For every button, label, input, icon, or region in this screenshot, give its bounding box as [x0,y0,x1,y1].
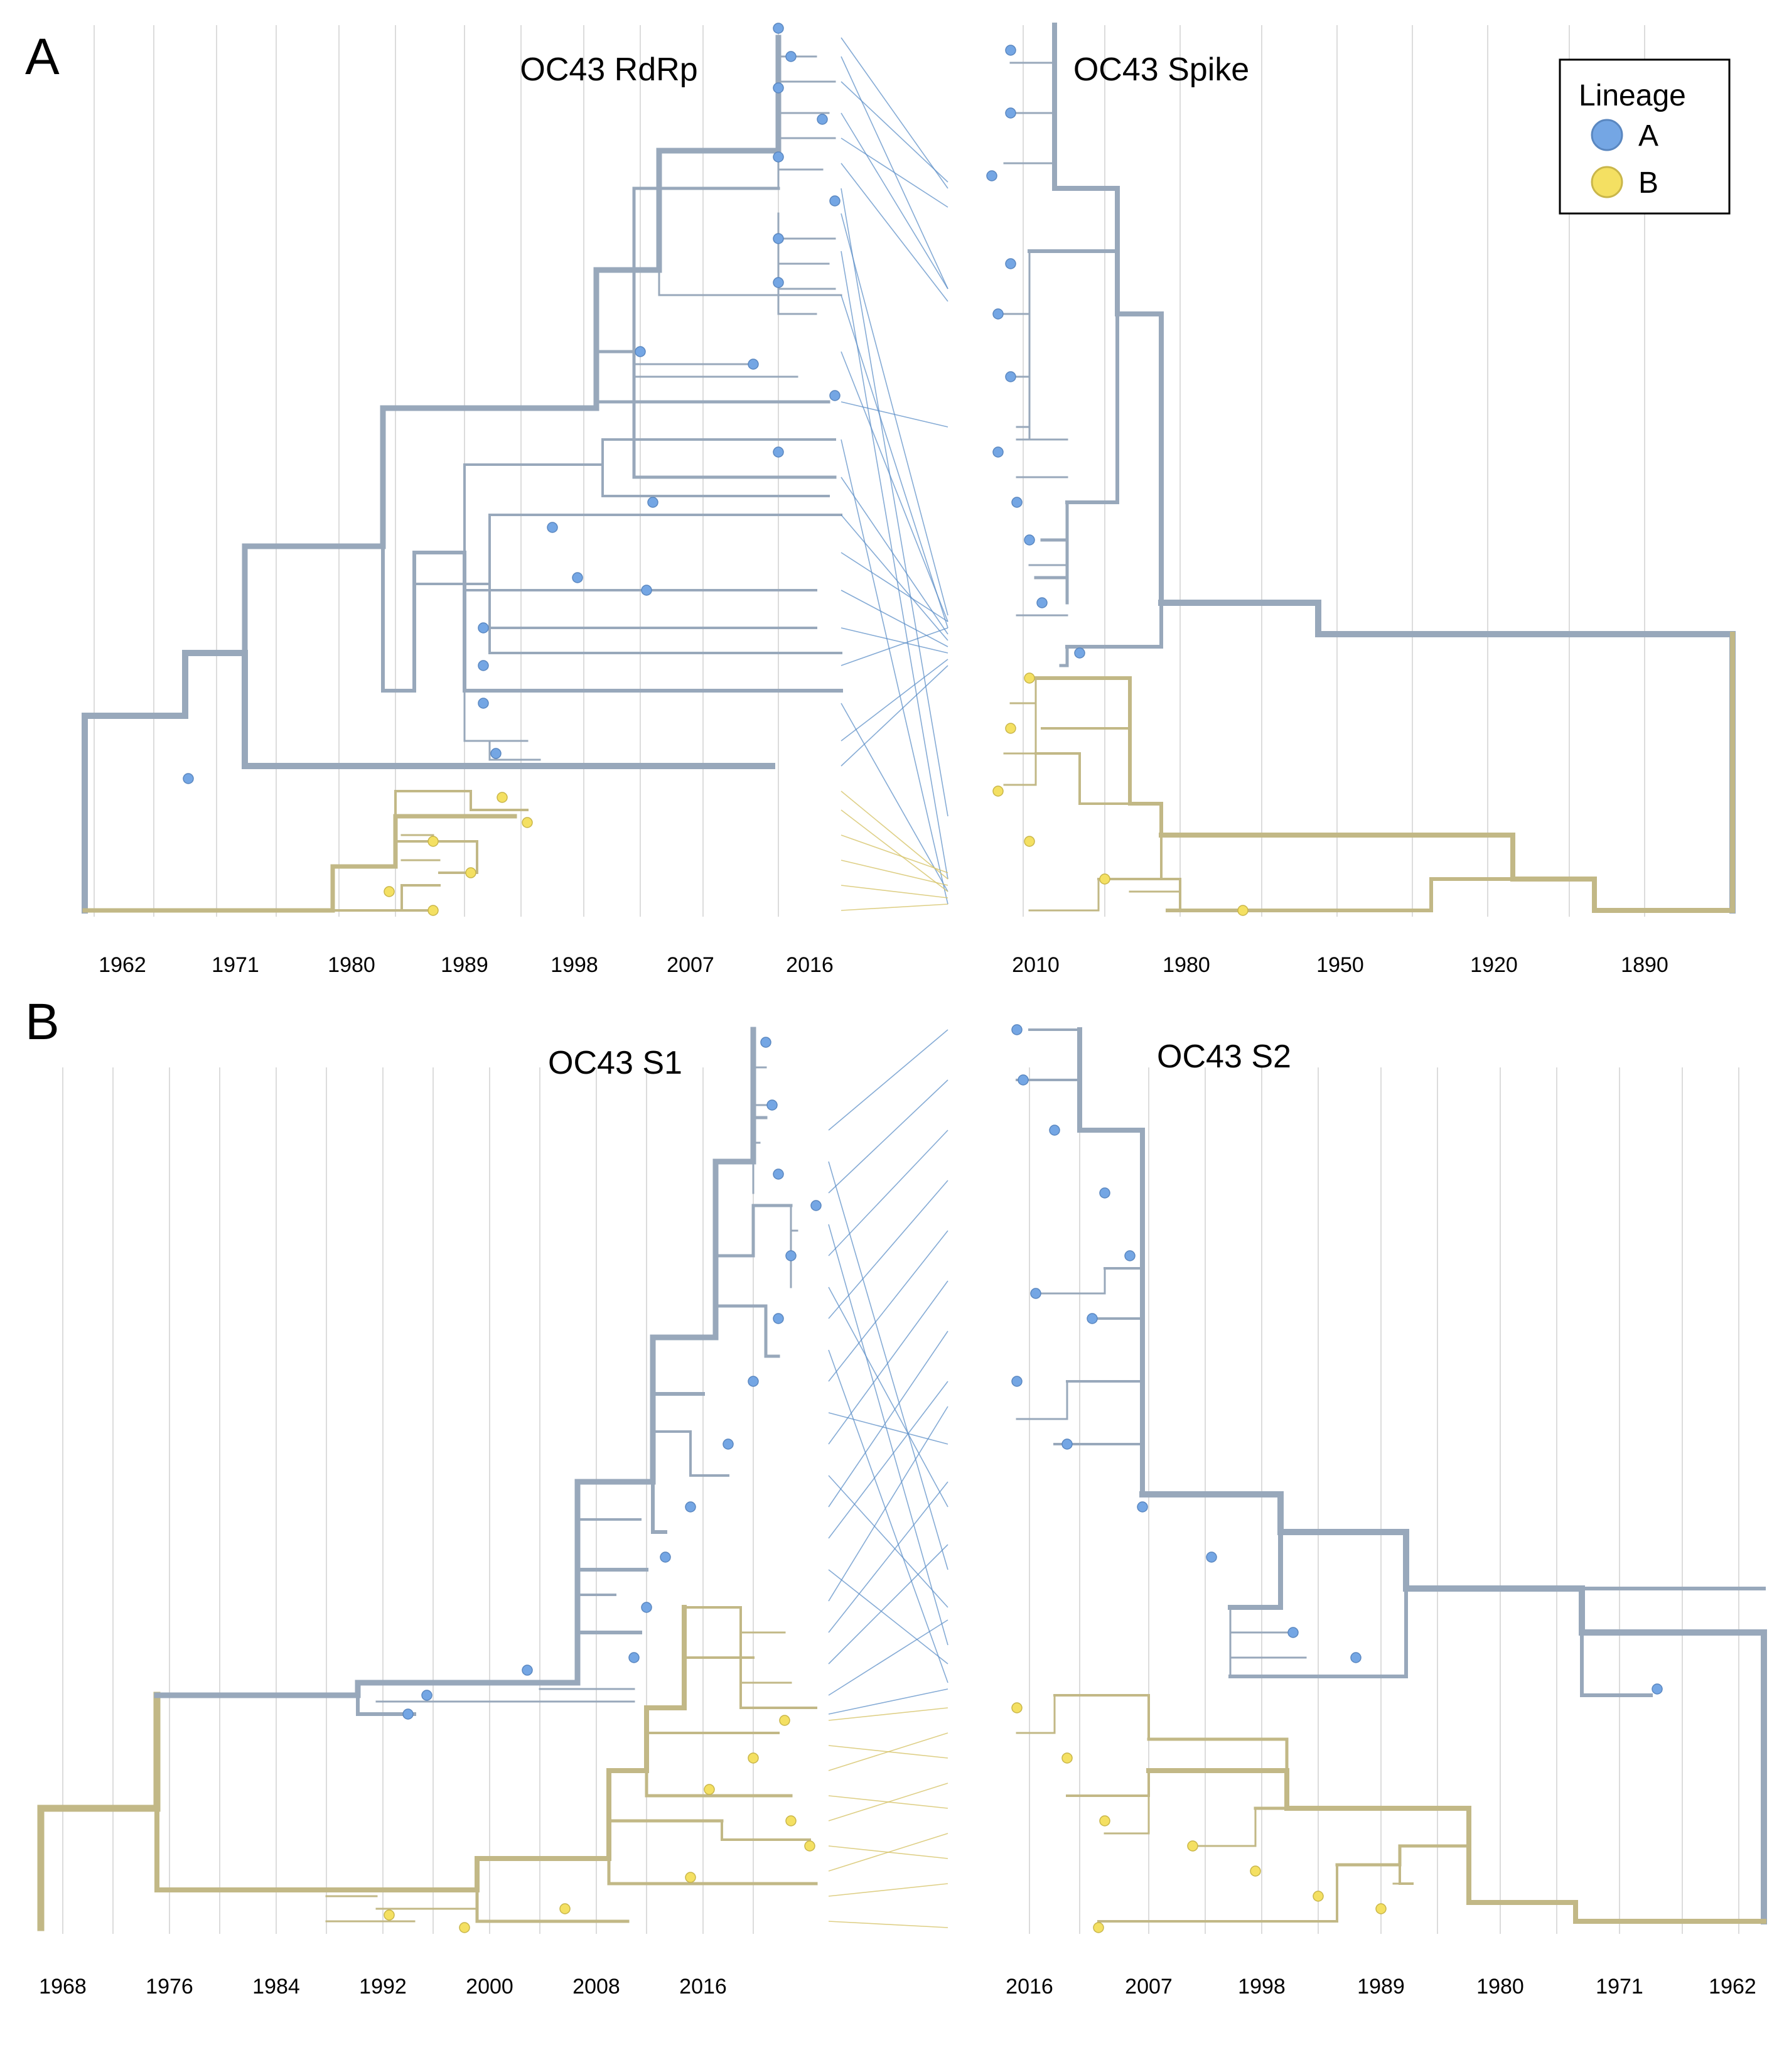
legend-label-a: A [1638,119,1658,153]
tick-label: 1984 [252,1975,300,1999]
tick-label: 1971 [212,953,259,977]
tick-label: 1980 [1163,953,1210,977]
tick-label: 2016 [1006,1975,1053,1999]
legend-box [1559,58,1731,215]
tick-label: 1890 [1621,953,1668,977]
panel-a-right-tree-b [1003,632,1735,913]
panel-b-right-axis: 2016 2007 1998 1989 1980 1971 1962 [1006,1975,1756,1999]
tick-label: 1920 [1470,953,1518,977]
tick-label: 1980 [328,953,375,977]
panel-b-left-tree [37,1027,818,1931]
panel-a: A OC43 RdRp OC43 Spike [25,23,1736,977]
panel-b: B OC43 S1 OC43 S2 [25,993,1767,1999]
tick-label: 2007 [1125,1975,1173,1999]
tick-label: 2007 [667,953,714,977]
panel-a-right-title: OC43 Spike [1073,51,1249,88]
panel-b-left-axis: 1968 1976 1984 1992 2000 2008 2016 [39,1975,727,1999]
lineage-legend: Lineage A B [1559,58,1731,215]
panel-a-left-tree [82,35,843,914]
tick-label: 1962 [99,953,146,977]
legend-swatch-b [1591,166,1623,198]
tick-label: 2008 [572,1975,620,1999]
panel-a-tips [183,23,1249,916]
tick-label: 1976 [146,1975,193,1999]
legend-label-b: B [1638,166,1658,200]
tick-label: 1968 [39,1975,87,1999]
panel-b-right-title: OC43 S2 [1157,1039,1291,1075]
tick-label: 1998 [1238,1975,1286,1999]
tick-label: 1992 [359,1975,407,1999]
panel-b-gridlines [62,1067,1739,1934]
tick-label: 2016 [679,1975,727,1999]
panel-a-tangle-lines [841,37,948,911]
legend-title: Lineage [1579,79,1686,112]
panel-b-tips [384,1024,1663,1933]
tick-label: 1998 [551,953,598,977]
tick-label: 1962 [1709,1975,1756,1999]
panel-b-letter: B [25,993,60,1050]
panel-a-right-axis: 2010 1980 1950 1920 1890 [1012,953,1668,977]
panel-a-left-tree-b [82,790,529,913]
tick-label: 2000 [466,1975,513,1999]
tick-label: 1980 [1476,1975,1524,1999]
tick-label: 2016 [786,953,834,977]
legend-swatch-a [1591,119,1623,151]
tick-label: 1950 [1316,953,1364,977]
tick-label: 1971 [1596,1975,1643,1999]
panel-b-right-tree [1016,1027,1767,1924]
panel-a-left-axis: 1962 1971 1980 1989 1998 2007 2016 [99,953,834,977]
tick-label: 1989 [1357,1975,1405,1999]
panel-b-tangle-lines [828,1029,948,1928]
panel-b-left-title: OC43 S1 [548,1045,682,1081]
tick-label: 1989 [441,953,488,977]
panel-a-letter: A [25,28,60,85]
tick-label: 2010 [1012,953,1060,977]
panel-a-left-title: OC43 RdRp [520,51,697,88]
